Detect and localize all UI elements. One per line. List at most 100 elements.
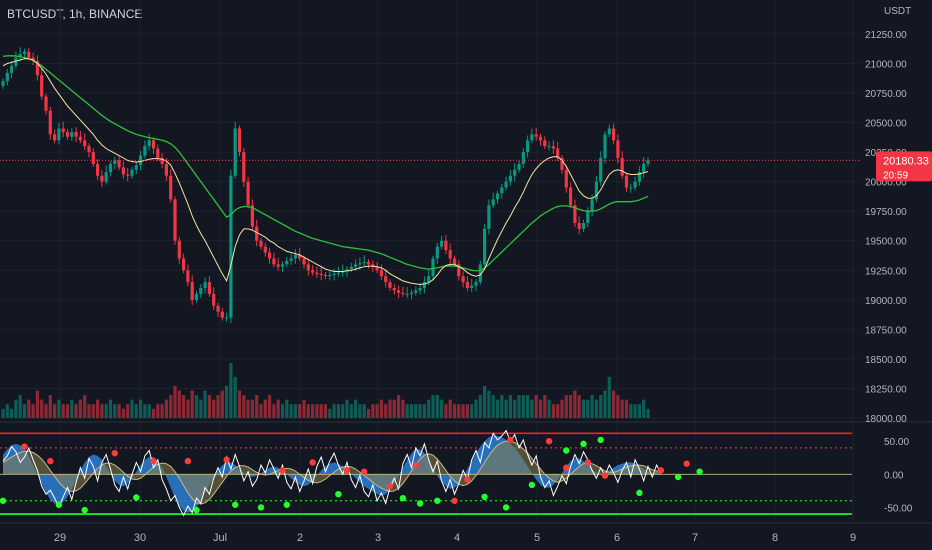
volume-bar: [470, 404, 474, 418]
bear-signal-dot: [184, 457, 192, 465]
candle-body: [452, 258, 457, 265]
candle-body: [620, 158, 624, 176]
volume-bar: [212, 399, 216, 418]
osc-signal-area: [3, 441, 661, 505]
volume-bar: [289, 404, 293, 418]
volume-bar: [306, 404, 310, 418]
candle-body: [345, 269, 349, 272]
candle-body: [341, 271, 345, 273]
volume-bar: [169, 395, 173, 418]
candle-body: [306, 264, 310, 271]
candle-body: [108, 163, 113, 173]
time-tick-label: 6: [614, 532, 620, 544]
candle-body: [1, 81, 5, 86]
candle-body: [405, 293, 409, 295]
volume-bar: [435, 395, 439, 418]
volume-bar: [517, 395, 521, 418]
volume-bar: [448, 399, 452, 418]
volume-bar: [465, 404, 469, 418]
volume-bar: [237, 390, 242, 418]
volume-bar: [362, 404, 366, 418]
candle-body: [18, 54, 22, 58]
volume-bar: [225, 385, 229, 418]
candle-body: [422, 282, 426, 288]
volume-bar: [113, 404, 117, 418]
candle-body: [629, 187, 633, 189]
volume-bar: [143, 404, 147, 418]
volume-bar: [61, 404, 65, 418]
volume-bar: [319, 404, 323, 418]
volume-bar: [203, 390, 207, 418]
price-tick-label: 18500.00: [865, 355, 907, 366]
volume-bar: [607, 376, 611, 418]
candle-body: [607, 128, 611, 135]
candle-body: [53, 134, 57, 141]
volume-bar: [268, 395, 272, 418]
candle-body: [319, 273, 323, 275]
bear-signal-dot: [464, 476, 471, 483]
bull-signal-dot: [416, 500, 424, 507]
bear-signal-dot: [361, 468, 368, 475]
time-tick-label: 30: [134, 532, 146, 544]
volume-bar: [328, 408, 332, 418]
volume-bar: [298, 404, 302, 418]
symbol-title[interactable]: BTCUSDT, 1h, BINANCE: [7, 7, 143, 21]
candle-body: [216, 305, 220, 312]
volume-bar: [358, 404, 362, 418]
price-tick-label: 18000.00: [865, 414, 907, 425]
volume-bar: [263, 399, 267, 418]
price-tick-label: 19250.00: [865, 266, 907, 277]
candle-body: [220, 311, 224, 318]
candle-body: [31, 57, 35, 62]
candle-body: [194, 293, 199, 300]
osc-axis: 50.00 0.00 -50.00: [884, 437, 913, 514]
volume-bar: [474, 399, 478, 418]
price-tick-label: 18250.00: [865, 384, 907, 395]
bull-signal-dot: [580, 440, 587, 448]
volume-bar: [139, 399, 143, 418]
volume-bar: [487, 390, 491, 418]
candle-body: [401, 292, 405, 294]
candles: [1, 47, 650, 323]
volume-bar: [100, 404, 104, 418]
time-axis: 29 30 Jul 2 3 4 5 6 7 8 9: [54, 532, 856, 544]
volume-bar: [586, 399, 590, 418]
candle-body: [160, 158, 164, 164]
price-tick-label: 21000.00: [865, 59, 907, 70]
candle-body: [362, 262, 366, 264]
volume-bar: [272, 404, 276, 418]
bull-signal-dot: [563, 447, 570, 454]
volume-bar: [551, 404, 555, 418]
volume-bar: [556, 404, 560, 418]
candle-body: [255, 226, 259, 241]
currency-label: USDT: [884, 6, 912, 17]
bull-signal-dot: [502, 504, 510, 511]
bear-signal-dot: [111, 449, 119, 457]
volume-bar: [27, 399, 31, 418]
bear-signal-dot: [412, 461, 419, 469]
candle-body: [495, 193, 500, 200]
volume-bar: [581, 399, 586, 418]
candle-body: [87, 146, 91, 153]
candle-body: [35, 61, 39, 76]
candle-body: [143, 146, 147, 156]
volume-bar: [91, 404, 95, 418]
volume-bar: [18, 395, 22, 418]
volume-bar: [590, 395, 594, 418]
price-badge-value: 20180.33: [883, 155, 929, 167]
volume-bar: [513, 399, 517, 418]
candle-body: [551, 146, 555, 149]
volume-bar: [418, 404, 422, 418]
volume-bar: [199, 399, 203, 418]
candle-body: [237, 128, 242, 153]
candle-body: [250, 205, 254, 227]
volume-bar: [35, 390, 39, 418]
candle-body: [504, 181, 508, 188]
volume-bar: [349, 404, 353, 418]
volume-bar: [323, 404, 328, 418]
volume-bar: [577, 395, 581, 418]
volume-bar: [121, 408, 125, 418]
candle-body: [96, 163, 100, 176]
volume-bar: [126, 404, 130, 418]
